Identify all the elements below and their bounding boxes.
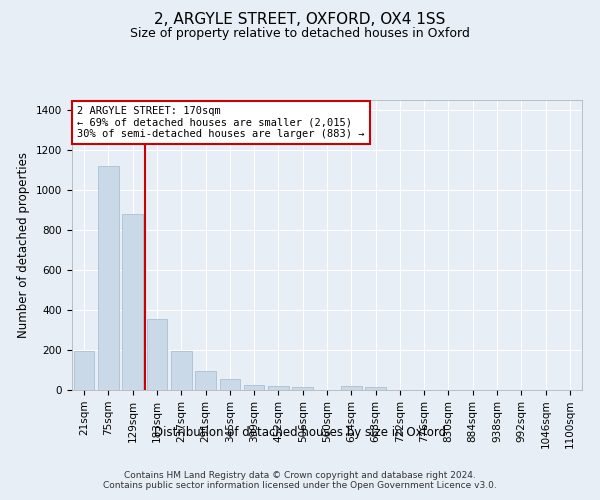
Bar bbox=[98, 166, 119, 390]
Text: 2 ARGYLE STREET: 170sqm
← 69% of detached houses are smaller (2,015)
30% of semi: 2 ARGYLE STREET: 170sqm ← 69% of detache… bbox=[77, 106, 365, 139]
Bar bbox=[171, 352, 191, 390]
Text: Distribution of detached houses by size in Oxford: Distribution of detached houses by size … bbox=[154, 426, 446, 439]
Text: Contains HM Land Registry data © Crown copyright and database right 2024.
Contai: Contains HM Land Registry data © Crown c… bbox=[103, 470, 497, 490]
Text: 2, ARGYLE STREET, OXFORD, OX4 1SS: 2, ARGYLE STREET, OXFORD, OX4 1SS bbox=[154, 12, 446, 28]
Bar bbox=[195, 370, 216, 390]
Bar bbox=[268, 386, 289, 390]
Bar bbox=[220, 379, 240, 390]
Bar bbox=[122, 214, 143, 390]
Y-axis label: Number of detached properties: Number of detached properties bbox=[17, 152, 31, 338]
Bar bbox=[74, 350, 94, 390]
Bar bbox=[146, 319, 167, 390]
Bar bbox=[292, 386, 313, 390]
Bar bbox=[341, 386, 362, 390]
Bar bbox=[244, 386, 265, 390]
Bar bbox=[365, 386, 386, 390]
Text: Size of property relative to detached houses in Oxford: Size of property relative to detached ho… bbox=[130, 28, 470, 40]
